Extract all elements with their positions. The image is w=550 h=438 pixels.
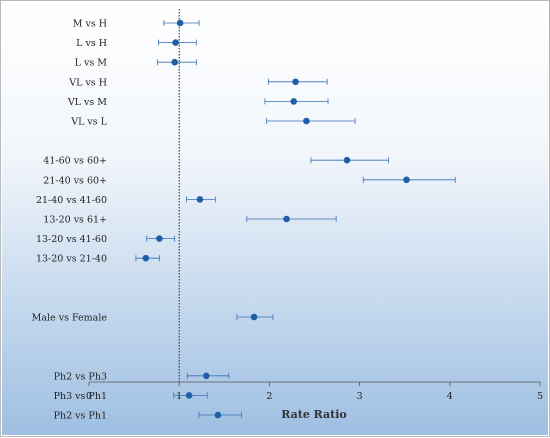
row-label: 21-40 vs 41-60 [36,195,107,206]
data-point [250,313,258,321]
data-point [156,235,163,242]
data-point [185,392,193,399]
row-label: Ph2 vs Ph1 [54,411,107,422]
row-label: 13-20 vs 21-40 [36,254,107,265]
data-point [171,58,178,66]
row-label: VL vs H [68,77,107,88]
row-label: L vs H [76,38,107,49]
row-label: 21-40 vs 60+ [43,175,107,186]
data-point [303,117,310,125]
x-axis-title: Rate Ratio [281,408,347,421]
row-label: 41-60 vs 60+ [43,156,107,167]
data-point [142,254,150,262]
data-point [290,98,298,105]
row-label: L vs M [75,58,108,69]
data-point [283,215,290,223]
x-tick-label: 4 [447,391,453,402]
data-point [172,39,179,46]
x-tick-label: 3 [357,391,363,402]
data-point [343,156,351,164]
data-point [292,78,299,86]
data-point [202,372,210,380]
data-point [403,176,410,184]
x-tick-label: 2 [266,391,272,402]
row-label: Ph2 vs Ph3 [54,371,107,382]
x-tick-label: 5 [537,391,543,402]
row-label: VL vs L [70,117,107,128]
data-point [176,19,184,27]
x-tick-label: 0 [86,391,92,402]
row-label: Ph3 vs Ph1 [54,391,107,402]
row-label: 13-20 vs 41-60 [36,234,107,245]
row-label: Male vs Female [32,313,108,324]
data-point [196,196,204,203]
row-label: VL vs M [67,97,107,108]
row-label: 13-20 vs 61+ [43,215,107,226]
row-label: M vs H [73,19,107,30]
x-tick-label: 1 [176,391,182,402]
data-point [214,411,222,419]
